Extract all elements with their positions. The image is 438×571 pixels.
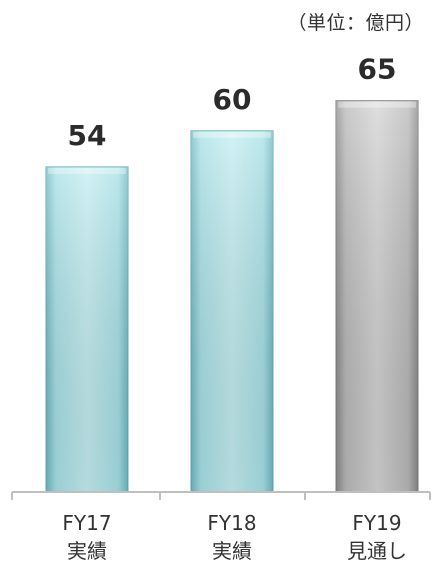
x-tick-labels: FY17 実績 FY18 実績 FY19 見通し [62,511,407,563]
bar-shade [46,166,128,493]
value-labels-layer: 54 60 65 [68,53,397,152]
tick-label-type: 見通し [347,539,407,563]
tick-label-type: 実績 [67,539,107,563]
bar-shade [191,130,273,493]
value-label-fy19: 65 [358,53,397,86]
value-label-fy17: 54 [68,119,107,152]
tick-label-period: FY18 [207,511,256,535]
tick-label-type: 実績 [212,539,252,563]
tick-label-period: FY17 [62,511,111,535]
unit-label: （単位：億円） [287,12,424,34]
bar-shade [336,100,418,492]
x-axis [11,491,431,500]
value-label-fy18: 60 [213,83,252,116]
tick-label-period: FY19 [352,511,401,535]
bars-layer [45,100,419,493]
